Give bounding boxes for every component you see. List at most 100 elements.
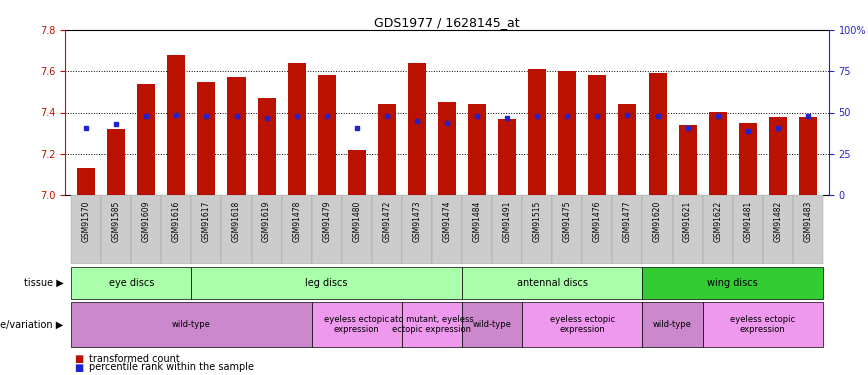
Bar xyxy=(769,117,786,195)
Text: GSM91491: GSM91491 xyxy=(503,201,511,242)
Text: genotype/variation ▶: genotype/variation ▶ xyxy=(0,320,63,330)
Bar xyxy=(589,75,607,195)
Text: GSM91570: GSM91570 xyxy=(82,201,90,242)
Bar xyxy=(402,302,462,347)
Bar xyxy=(468,104,486,195)
Text: GSM91622: GSM91622 xyxy=(713,201,722,242)
Bar xyxy=(77,168,95,195)
Bar xyxy=(131,195,161,264)
Bar xyxy=(708,112,727,195)
Text: GSM91483: GSM91483 xyxy=(804,201,812,242)
Text: GSM91475: GSM91475 xyxy=(562,201,572,242)
Text: wing discs: wing discs xyxy=(707,278,758,288)
Text: eye discs: eye discs xyxy=(108,278,154,288)
Bar xyxy=(462,302,523,347)
Bar xyxy=(108,129,125,195)
Bar xyxy=(318,75,336,195)
Bar xyxy=(642,195,673,264)
Bar xyxy=(799,117,817,195)
Bar xyxy=(221,195,252,264)
Text: eyeless ectopic
expression: eyeless ectopic expression xyxy=(730,315,795,334)
Bar xyxy=(252,195,281,264)
Text: tissue ▶: tissue ▶ xyxy=(23,278,63,288)
Bar xyxy=(763,195,792,264)
Bar xyxy=(462,195,492,264)
Text: GSM91609: GSM91609 xyxy=(141,201,151,242)
Text: GSM91482: GSM91482 xyxy=(773,201,782,242)
Text: GSM91619: GSM91619 xyxy=(262,201,271,242)
Bar xyxy=(679,125,697,195)
Bar xyxy=(372,195,402,264)
Bar xyxy=(161,195,192,264)
Text: ■: ■ xyxy=(74,363,83,372)
Bar xyxy=(168,55,186,195)
Bar xyxy=(402,195,432,264)
Bar xyxy=(378,104,396,195)
Bar xyxy=(618,104,636,195)
Text: GSM91620: GSM91620 xyxy=(653,201,662,242)
Bar xyxy=(523,302,642,347)
Text: percentile rank within the sample: percentile rank within the sample xyxy=(89,363,254,372)
Text: wild-type: wild-type xyxy=(473,320,511,329)
Text: eyeless ectopic
expression: eyeless ectopic expression xyxy=(549,315,615,334)
Text: GSM91621: GSM91621 xyxy=(683,201,692,242)
Bar xyxy=(348,150,365,195)
Bar xyxy=(432,195,462,264)
Bar xyxy=(552,195,582,264)
Bar xyxy=(281,195,312,264)
Text: GSM91481: GSM91481 xyxy=(743,201,753,242)
Bar xyxy=(438,102,456,195)
Bar xyxy=(312,302,402,347)
Text: GSM91476: GSM91476 xyxy=(593,201,602,242)
Text: GSM91473: GSM91473 xyxy=(412,201,422,242)
Bar xyxy=(702,302,823,347)
Bar xyxy=(192,195,221,264)
Text: ato mutant, eyeless
ectopic expression: ato mutant, eyeless ectopic expression xyxy=(390,315,474,334)
Bar xyxy=(739,123,757,195)
Text: GSM91479: GSM91479 xyxy=(322,201,332,242)
Bar xyxy=(342,195,372,264)
Bar xyxy=(523,195,552,264)
Bar xyxy=(71,195,102,264)
Bar xyxy=(492,195,523,264)
Text: eyeless ectopic
expression: eyeless ectopic expression xyxy=(325,315,390,334)
Bar xyxy=(642,267,823,299)
Bar xyxy=(287,63,306,195)
Text: GSM91617: GSM91617 xyxy=(202,201,211,242)
Text: GSM91618: GSM91618 xyxy=(232,201,241,242)
Bar xyxy=(197,82,215,195)
Text: antennal discs: antennal discs xyxy=(516,278,588,288)
Text: GSM91585: GSM91585 xyxy=(112,201,121,242)
Text: wild-type: wild-type xyxy=(172,320,211,329)
Bar xyxy=(227,77,246,195)
Bar xyxy=(462,267,642,299)
Text: GSM91478: GSM91478 xyxy=(293,201,301,242)
Bar xyxy=(642,302,702,347)
Text: leg discs: leg discs xyxy=(306,278,348,288)
Text: GSM91477: GSM91477 xyxy=(623,201,632,242)
Text: ■: ■ xyxy=(74,354,83,364)
Bar xyxy=(258,98,276,195)
Bar xyxy=(312,195,342,264)
Text: wild-type: wild-type xyxy=(653,320,692,329)
Bar xyxy=(558,71,576,195)
Bar xyxy=(733,195,763,264)
Text: GSM91484: GSM91484 xyxy=(472,201,482,242)
Text: GSM91480: GSM91480 xyxy=(352,201,361,242)
Bar xyxy=(102,195,131,264)
Text: GSM91472: GSM91472 xyxy=(383,201,391,242)
Bar xyxy=(137,84,155,195)
Bar xyxy=(673,195,702,264)
Title: GDS1977 / 1628145_at: GDS1977 / 1628145_at xyxy=(374,16,520,29)
Bar xyxy=(498,118,516,195)
Bar xyxy=(71,302,312,347)
Text: GSM91515: GSM91515 xyxy=(533,201,542,242)
Text: GSM91616: GSM91616 xyxy=(172,201,181,242)
Bar xyxy=(408,63,426,195)
Bar xyxy=(613,195,642,264)
Bar xyxy=(792,195,823,264)
Bar xyxy=(648,74,667,195)
Bar xyxy=(71,267,192,299)
Bar xyxy=(529,69,546,195)
Text: GSM91474: GSM91474 xyxy=(443,201,451,242)
